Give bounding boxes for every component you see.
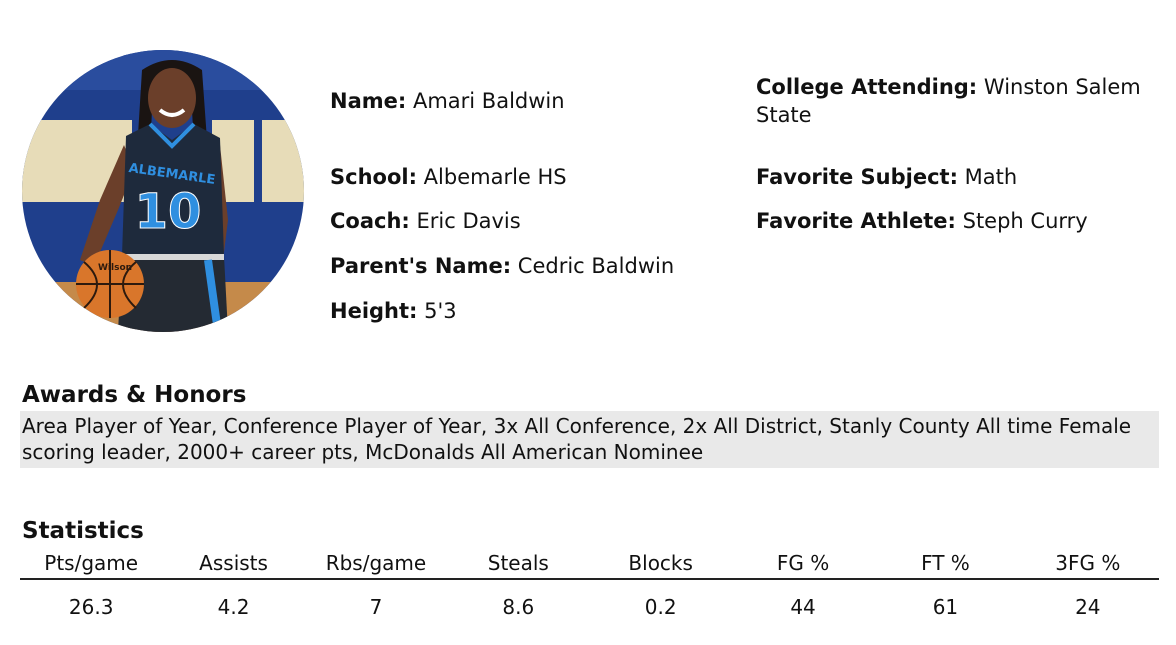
awards-box: Area Player of Year, Conference Player o… <box>20 411 1159 468</box>
player-left-arm <box>80 145 134 266</box>
stat-value-steals: 8.6 <box>502 595 535 619</box>
profile-height-label: Height: <box>330 299 418 323</box>
profile-subject: Favorite Subject: Math <box>756 163 1017 191</box>
profile-coach-value: Eric Davis <box>416 209 521 233</box>
player-face <box>148 68 196 128</box>
statistics-value-row: 26.3 4.2 7 8.6 0.2 44 61 24 <box>20 579 1159 634</box>
stat-header-fg: FG % <box>731 548 875 580</box>
stat-header-rebounds: Rbs/game <box>304 548 448 580</box>
stat-header-pts: Pts/game <box>20 548 163 580</box>
profile-parent-label: Parent's Name: <box>330 254 512 278</box>
stat-value-assists: 4.2 <box>217 595 250 619</box>
stat-header-3fg: 3FG % <box>1016 548 1159 580</box>
awards-title: Awards & Honors <box>22 382 247 408</box>
stat-value-blocks: 0.2 <box>644 595 677 619</box>
player-photo: ALBEMARLE 10 Wilson <box>22 50 304 332</box>
profile-college-label: College Attending: <box>756 75 978 99</box>
basketball-seams <box>76 250 144 318</box>
profile-school: School: Albemarle HS <box>330 163 567 191</box>
shorts-waistband <box>122 254 224 260</box>
stat-header-steals: Steals <box>447 548 590 580</box>
profile-height: Height: 5'3 <box>330 297 457 325</box>
stat-header-blocks: Blocks <box>589 548 732 580</box>
player-photo-art: ALBEMARLE 10 Wilson <box>22 50 304 332</box>
player-smile <box>158 108 186 117</box>
stat-value-ft: 61 <box>932 595 959 619</box>
profile-college: College Attending: Winston Salem State <box>756 73 1156 129</box>
statistics-title: Statistics <box>22 518 144 544</box>
stat-value-pts: 26.3 <box>68 595 114 619</box>
stat-value-fg: 44 <box>790 595 816 619</box>
profile-name-label: Name: <box>330 89 407 113</box>
profile-coach-label: Coach: <box>330 209 410 233</box>
shorts-stripe <box>204 259 222 332</box>
profile-height-value: 5'3 <box>424 299 457 323</box>
profile-coach: Coach: Eric Davis <box>330 207 521 235</box>
profile-name: Name: Amari Baldwin <box>330 87 565 115</box>
stat-value-rebounds: 7 <box>369 595 383 619</box>
profile-parent-value: Cedric Baldwin <box>517 254 675 278</box>
wall-letter-e <box>22 120 62 202</box>
statistics-table: Pts/game Assists Rbs/game Steals Blocks … <box>20 548 1159 634</box>
stat-value-3fg: 24 <box>1075 595 1101 619</box>
profile-athlete-label: Favorite Athlete: <box>756 209 956 233</box>
player-shorts <box>118 256 228 332</box>
jersey-collar <box>148 122 196 149</box>
profile-school-label: School: <box>330 165 417 189</box>
stat-header-ft: FT % <box>874 548 1017 580</box>
jersey-number: 10 <box>135 184 202 240</box>
profile-athlete-value: Steph Curry <box>962 209 1088 233</box>
basketball-text: Wilson <box>98 263 132 273</box>
profile-name-value: Amari Baldwin <box>412 89 565 113</box>
statistics-header-row: Pts/game Assists Rbs/game Steals Blocks … <box>20 548 1159 580</box>
profile-subject-value: Math <box>964 165 1018 189</box>
awards-text: Area Player of Year, Conference Player o… <box>22 414 1132 464</box>
profile-athlete: Favorite Athlete: Steph Curry <box>756 207 1088 235</box>
stat-header-assists: Assists <box>162 548 305 580</box>
profile-parent: Parent's Name: Cedric Baldwin <box>330 252 674 280</box>
profile-school-value: Albemarle HS <box>423 165 567 189</box>
profile-college-value: Winston Salem State <box>756 75 1141 127</box>
wall-letter-r <box>262 120 304 202</box>
profile-subject-label: Favorite Subject: <box>756 165 958 189</box>
player-jersey <box>122 124 224 256</box>
